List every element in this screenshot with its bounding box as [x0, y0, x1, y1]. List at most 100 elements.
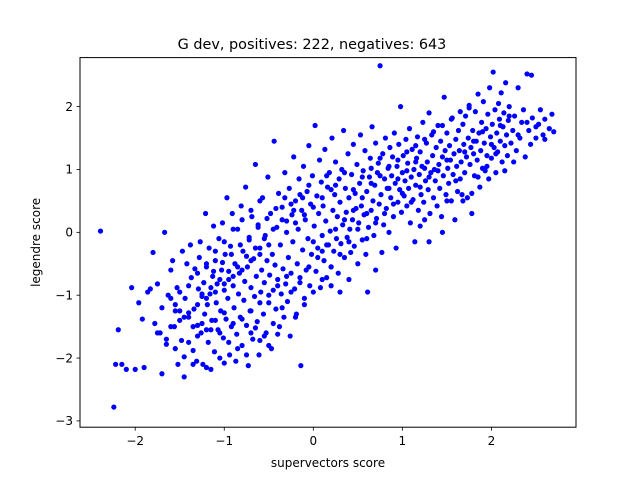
- data-point: [243, 184, 249, 190]
- data-point: [150, 249, 156, 256]
- data-point: [380, 151, 386, 157]
- data-point: [213, 300, 219, 306]
- data-point: [221, 281, 227, 287]
- data-point: [475, 91, 481, 97]
- data-point: [479, 119, 485, 125]
- data-point: [542, 136, 548, 142]
- data-point: [217, 276, 223, 283]
- data-point: [468, 144, 474, 151]
- data-point: [208, 366, 214, 372]
- data-point: [266, 342, 272, 349]
- data-point: [257, 245, 263, 251]
- data-point: [269, 251, 275, 257]
- data-point: [163, 341, 169, 347]
- data-point: [520, 107, 527, 113]
- x-axis-label: supervectors score: [271, 456, 385, 470]
- data-point: [190, 361, 196, 367]
- data-point: [515, 132, 521, 138]
- data-point: [308, 251, 315, 257]
- data-point: [529, 115, 535, 121]
- data-point: [456, 148, 462, 154]
- data-point: [221, 310, 227, 316]
- data-point: [332, 182, 339, 188]
- data-point: [453, 136, 459, 142]
- data-point: [230, 320, 236, 327]
- data-point: [203, 327, 210, 333]
- data-point: [392, 180, 398, 186]
- data-point: [230, 226, 236, 232]
- data-point: [216, 236, 222, 242]
- data-point: [452, 217, 458, 223]
- data-point: [470, 151, 477, 157]
- data-point: [248, 285, 254, 291]
- data-point: [486, 176, 492, 182]
- data-point: [479, 129, 486, 135]
- data-point: [450, 171, 456, 178]
- data-point: [226, 268, 232, 274]
- data-point: [139, 316, 145, 322]
- data-point: [202, 311, 208, 317]
- data-point: [413, 143, 419, 149]
- data-point: [466, 105, 472, 111]
- data-point: [123, 366, 129, 372]
- data-point: [322, 146, 328, 152]
- data-point: [251, 293, 258, 300]
- data-point: [294, 261, 300, 267]
- data-point: [462, 170, 468, 176]
- data-point: [195, 286, 202, 292]
- data-point: [478, 148, 484, 154]
- data-point: [460, 198, 466, 204]
- data-point: [376, 201, 382, 207]
- data-point: [285, 254, 291, 261]
- data-point: [412, 239, 418, 245]
- data-point: [498, 90, 504, 96]
- data-point: [260, 311, 267, 317]
- data-point: [204, 302, 210, 308]
- data-point: [335, 270, 341, 276]
- data-point: [242, 278, 248, 284]
- data-point: [430, 153, 436, 159]
- data-point: [504, 153, 511, 159]
- data-point: [462, 113, 469, 119]
- data-point: [288, 270, 294, 276]
- data-point: [462, 149, 468, 155]
- data-point: [309, 173, 316, 179]
- data-point: [337, 199, 343, 205]
- data-point: [194, 358, 200, 364]
- data-point: [490, 69, 496, 75]
- data-point: [299, 207, 305, 213]
- data-point: [356, 220, 362, 226]
- data-point: [177, 308, 183, 314]
- data-point: [510, 127, 516, 134]
- data-point: [282, 195, 288, 201]
- data-point: [526, 127, 532, 134]
- data-point: [177, 317, 183, 323]
- data-point: [233, 358, 239, 364]
- data-point: [383, 205, 389, 212]
- data-point: [199, 291, 205, 297]
- data-point: [113, 361, 119, 367]
- data-point: [276, 324, 283, 330]
- data-point: [390, 201, 397, 207]
- data-point: [415, 207, 421, 213]
- data-point: [97, 228, 104, 234]
- data-point: [229, 210, 235, 217]
- data-point: [206, 245, 212, 251]
- data-point: [378, 192, 384, 198]
- data-point: [363, 251, 369, 257]
- data-point: [370, 198, 376, 204]
- data-point: [404, 203, 410, 209]
- data-point: [327, 228, 333, 234]
- data-point: [397, 104, 404, 110]
- data-point: [406, 126, 413, 132]
- data-point: [279, 204, 285, 210]
- data-point: [141, 364, 147, 371]
- data-point: [226, 339, 232, 345]
- data-point: [297, 280, 303, 286]
- data-point: [409, 146, 415, 152]
- data-point: [324, 242, 330, 248]
- data-point: [240, 248, 246, 254]
- data-point: [488, 141, 494, 147]
- data-point: [442, 148, 448, 154]
